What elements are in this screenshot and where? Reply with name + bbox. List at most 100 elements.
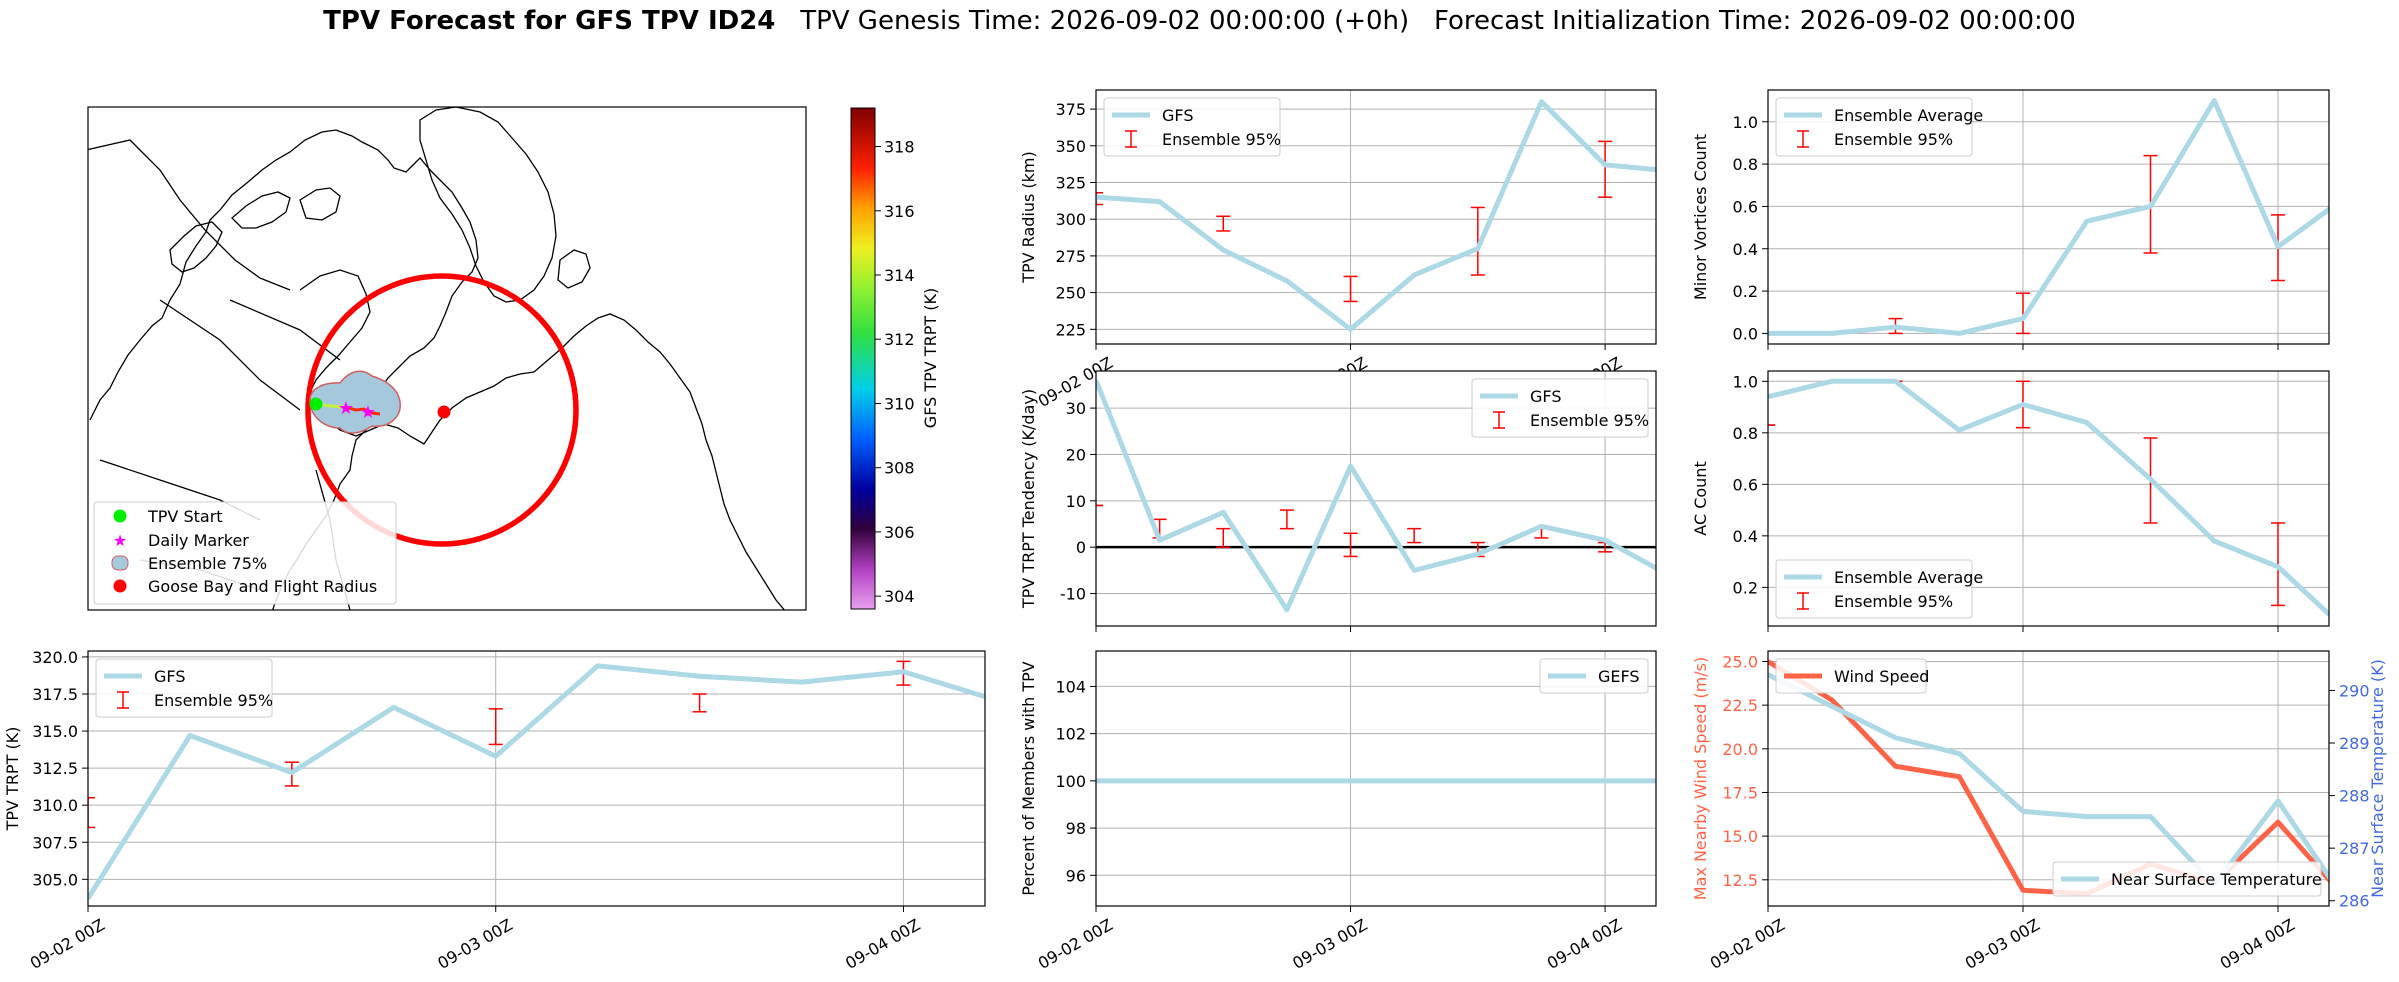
plot-marks bbox=[1768, 378, 2329, 618]
colorbar: 304 306 308 310 312 314 316 318 GFS TPV TRPT (K… bbox=[850, 107, 940, 610]
y-tick-label: 375 bbox=[1055, 100, 1086, 119]
y-tick-label: 0.2 bbox=[1733, 578, 1758, 597]
panel-ac-count: 0.2 0.4 0.6 0.8 1.0 AC Count Ensemble Average E… bbox=[1691, 370, 2330, 632]
y2-tick-label: 286 bbox=[2339, 892, 2370, 911]
panel-minor-vortices: 0.0 0.2 0.4 0.6 0.8 1.0 Minor Vortices Count En… bbox=[1691, 89, 2330, 350]
y2-tick-label: 290 bbox=[2339, 681, 2370, 700]
y-tick-label: 30 bbox=[1066, 399, 1086, 418]
colorbar-tick-label: 304 bbox=[884, 587, 915, 606]
colorbar-tick-label: 310 bbox=[884, 394, 915, 413]
y-tick-label: 250 bbox=[1055, 284, 1086, 303]
legend-goose-label: Goose Bay and Flight Radius bbox=[148, 577, 377, 596]
series-line-ensemble-average bbox=[1768, 378, 2329, 618]
legend-label: Ensemble 95% bbox=[154, 691, 273, 710]
colorbar-ticks: 304 306 308 310 312 314 316 318 bbox=[875, 138, 915, 606]
y-tick-label: 300 bbox=[1055, 210, 1086, 229]
y-axis-label: AC Count bbox=[1691, 461, 1710, 535]
y-tick-label: 275 bbox=[1055, 247, 1086, 266]
plot-frame bbox=[87, 650, 986, 907]
legend-goose-icon bbox=[113, 579, 127, 593]
plot-marks bbox=[1096, 379, 1656, 613]
series-line-gfs bbox=[1096, 379, 1656, 613]
y-tick-label: 98 bbox=[1066, 819, 1086, 838]
x-tick-label: 09-02 00Z bbox=[27, 915, 108, 973]
map-panel: ★ ★ TPV Start ★ Daily Marker Ensemble 75… bbox=[87, 106, 940, 611]
legend-label: GFS bbox=[154, 667, 185, 686]
y-tick-label: 0 bbox=[1076, 538, 1086, 557]
y2-axis-label: Near Surface Temperature (K) bbox=[2368, 659, 2387, 898]
colorbar-bar bbox=[850, 107, 876, 610]
plot-frame bbox=[1767, 650, 2330, 907]
y-tick-label: 317.5 bbox=[32, 685, 78, 704]
legend-box bbox=[1775, 559, 1973, 619]
x-tick-label: 09-02 00Z bbox=[1707, 915, 1788, 973]
y-tick-label: 100 bbox=[1055, 772, 1086, 791]
plot-frame bbox=[1095, 89, 1657, 345]
y-tick-label: 25.0 bbox=[1722, 652, 1758, 671]
y-tick-label: 10 bbox=[1066, 492, 1086, 511]
y-tick-label: 12.5 bbox=[1722, 871, 1758, 890]
panel-wind-temperature: 12.5 15.0 17.5 20.0 22.5 25.0 09-02 00Z 09-03 0… bbox=[1691, 650, 2387, 973]
y-tick-label: 102 bbox=[1055, 725, 1086, 744]
y2-tick-label: 289 bbox=[2339, 734, 2370, 753]
y-axis-label: Percent of Members with TPV bbox=[1019, 661, 1038, 895]
series-line-gfs bbox=[1096, 99, 1656, 332]
colorbar-label: GFS TPV TRPT (K) bbox=[921, 288, 940, 428]
daily-marker-1: ★ bbox=[338, 398, 354, 419]
map-legend: TPV Start ★ Daily Marker Ensemble 75% Go… bbox=[93, 501, 397, 605]
panel-members-with-tpv: 96 98 100 102 104 09-02 00Z 09-03 00Z 09-04 00Z… bbox=[1019, 650, 1657, 973]
title-genesis: TPV Genesis Time: 2026-09-02 00:00:00 (+… bbox=[800, 6, 1410, 36]
map-coastline bbox=[89, 129, 479, 610]
y2-tick-label: 288 bbox=[2339, 787, 2370, 806]
x-tick-label: 09-04 00Z bbox=[1544, 915, 1625, 973]
map-greenland bbox=[419, 107, 557, 303]
x-tick-label: 09-03 00Z bbox=[1289, 915, 1370, 973]
x-tick-label: 09-03 00Z bbox=[434, 915, 515, 973]
y-tick-label: 0.8 bbox=[1733, 155, 1758, 174]
plot-frame bbox=[1095, 370, 1657, 627]
legend-daily-icon: ★ bbox=[113, 531, 127, 550]
series-line-near-surface-temperature bbox=[1768, 672, 2329, 888]
y-tick-label: 0.4 bbox=[1733, 240, 1758, 259]
y-tick-label: 0.6 bbox=[1733, 475, 1758, 494]
y-tick-label: 0.6 bbox=[1733, 197, 1758, 216]
y-tick-label: 1.0 bbox=[1733, 372, 1758, 391]
y-tick-label: -10 bbox=[1060, 585, 1086, 604]
y-tick-label: 104 bbox=[1055, 677, 1086, 696]
y-tick-label: 350 bbox=[1055, 137, 1086, 156]
y-tick-label: 312.5 bbox=[32, 759, 78, 778]
legend-label: GEFS bbox=[1598, 667, 1640, 686]
y-tick-label: 15.0 bbox=[1722, 827, 1758, 846]
ensemble-75-region bbox=[309, 370, 401, 434]
y-tick-label: 307.5 bbox=[32, 833, 78, 852]
x-tick-label: 09-03 00Z bbox=[1962, 915, 2043, 973]
colorbar-tick-label: 318 bbox=[884, 138, 915, 157]
legend-box bbox=[2052, 861, 2322, 897]
plot-frame bbox=[1095, 650, 1657, 907]
y-tick-label: 20.0 bbox=[1722, 740, 1758, 759]
tpv-start-marker bbox=[309, 397, 323, 411]
legend-ensemble-icon bbox=[111, 555, 129, 571]
legend-start-icon bbox=[113, 509, 127, 523]
plot-marks bbox=[1768, 98, 2329, 336]
y2-tick-label: 287 bbox=[2339, 839, 2370, 858]
y-tick-label: 20 bbox=[1066, 445, 1086, 464]
colorbar-tick-label: 308 bbox=[884, 459, 915, 478]
y-tick-label: 0.8 bbox=[1733, 424, 1758, 443]
legend-label: GFS bbox=[1530, 387, 1561, 406]
y-tick-label: 225 bbox=[1055, 320, 1086, 339]
title-init: Forecast Initialization Time: 2026-09-02… bbox=[1433, 6, 2076, 36]
legend-start-label: TPV Start bbox=[147, 507, 223, 526]
map-labrador bbox=[533, 313, 786, 610]
flight-radius-circle bbox=[305, 273, 579, 547]
panel-trpt-tendency: -10 0 10 20 30 TPV TRPT Tendency (K/day) GFS En… bbox=[1019, 370, 1657, 632]
colorbar-tick-label: 306 bbox=[884, 523, 915, 542]
legend-label: Ensemble Average bbox=[1834, 106, 1983, 125]
legend-box bbox=[1539, 658, 1649, 694]
plot-marks bbox=[1096, 99, 1656, 332]
y-axis-label: TPV TRPT (K) bbox=[3, 727, 22, 832]
legend-label: Near Surface Temperature bbox=[2111, 870, 2322, 889]
y-axis-label: TPV TRPT Tendency (K/day) bbox=[1019, 389, 1038, 609]
plot-frame bbox=[1767, 370, 2330, 627]
